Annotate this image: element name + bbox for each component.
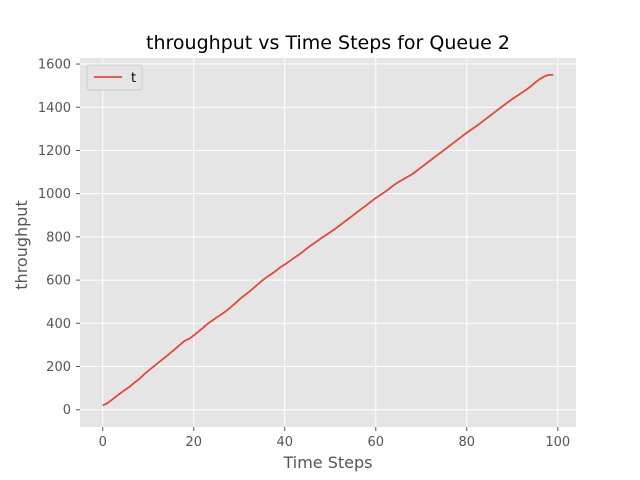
legend: t — [86, 64, 143, 91]
axis-ticks: 0 20 40 60 80 1000200400600800100012001400160… — [38, 58, 570, 450]
y-tick-label: 1600 — [38, 58, 71, 73]
x-tick-label: 100 — [545, 435, 570, 450]
x-tick-label: 20 — [185, 435, 202, 450]
x-tick-label: 60 — [368, 435, 385, 450]
x-tick-label: 0 — [99, 435, 107, 450]
y-tick-label: 1000 — [38, 187, 71, 202]
series-line-t — [102, 73, 554, 407]
y-tick-label: 1200 — [38, 144, 71, 159]
x-tick-label: 80 — [459, 435, 476, 450]
y-tick-label: 0 — [63, 403, 71, 418]
chart-title: throughput vs Time Steps for Queue 2 — [146, 32, 510, 54]
y-tick-label: 1400 — [38, 101, 71, 116]
grid — [80, 58, 576, 427]
y-tick-label: 400 — [46, 317, 71, 332]
y-tick-label: 600 — [46, 274, 71, 289]
legend-label-t: t — [131, 71, 136, 86]
y-tick-label: 800 — [46, 230, 71, 245]
y-tick-label: 200 — [46, 360, 71, 375]
plot-area — [80, 58, 576, 427]
x-tick-label: 40 — [276, 435, 293, 450]
y-axis-label: throughput — [12, 200, 31, 289]
series-layer — [102, 73, 554, 407]
x-axis-label: Time Steps — [282, 453, 372, 472]
